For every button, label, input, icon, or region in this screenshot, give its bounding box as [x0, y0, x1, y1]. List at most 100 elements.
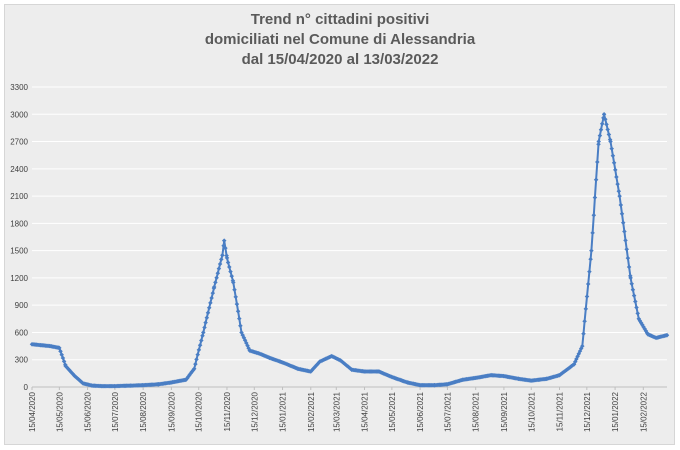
data-point [590, 230, 595, 236]
data-point [631, 293, 637, 298]
data-point [58, 349, 63, 354]
data-point [611, 160, 617, 166]
data-point [619, 211, 625, 217]
data-point [213, 280, 218, 285]
data-point [609, 146, 614, 151]
y-tick-label: 300 [15, 356, 29, 365]
data-point [589, 248, 594, 253]
data-point [593, 177, 599, 182]
y-tick-label: 3300 [10, 83, 28, 92]
data-point [581, 331, 586, 336]
x-tick-label: 15/12/2020 [250, 391, 259, 432]
data-point [615, 181, 620, 187]
data-point [630, 287, 636, 292]
series-layer [29, 112, 670, 389]
data-point [215, 270, 221, 276]
data-point [193, 361, 198, 367]
data-point [604, 122, 609, 127]
x-tick-label: 15/09/2020 [167, 391, 176, 432]
y-tick-label: 900 [15, 301, 29, 310]
x-tick-label: 15/01/2022 [611, 391, 620, 432]
data-point [634, 305, 639, 310]
data-point [209, 295, 214, 301]
data-point [625, 255, 631, 261]
data-point [210, 290, 216, 296]
data-point [214, 275, 219, 281]
data-point [234, 301, 240, 307]
x-tick-label: 15/01/2021 [279, 391, 288, 432]
data-point [618, 202, 624, 208]
data-point [628, 275, 633, 281]
axes [31, 386, 667, 390]
tick-labels: 0 300 600 900 1200 1500 1800 2100 2400 2700 3000 33… [10, 83, 648, 432]
data-point [228, 269, 233, 274]
data-point [585, 281, 591, 287]
data-point [596, 139, 601, 144]
y-tick-label: 2100 [10, 192, 28, 201]
y-tick-label: 0 [24, 383, 29, 392]
data-point [237, 316, 242, 321]
data-point [582, 319, 587, 324]
x-tick-label: 15/06/2020 [84, 391, 93, 432]
x-tick-label: 15/11/2021 [555, 391, 564, 431]
data-point [617, 193, 622, 199]
data-point [605, 127, 610, 132]
y-tick-label: 600 [15, 328, 29, 337]
chart-title-line-2: domiciliati nel Comune di Alessandria [204, 31, 476, 48]
x-tick-label: 15/09/2021 [500, 391, 509, 432]
data-point [623, 238, 628, 243]
data-point [194, 357, 199, 362]
x-tick-label: 15/05/2021 [388, 391, 397, 432]
data-point [583, 306, 589, 312]
data-point [633, 299, 638, 304]
data-point [202, 325, 207, 330]
data-point [629, 281, 634, 287]
x-tick-label: 15/02/2021 [307, 391, 316, 432]
data-point [591, 212, 597, 218]
data-point [595, 159, 600, 165]
data-point [610, 153, 616, 158]
data-point [221, 238, 227, 243]
data-point [201, 330, 206, 335]
y-tick-label: 3000 [10, 110, 28, 119]
chart-title: Trend n° cittadini positivi domiciliati … [0, 10, 680, 70]
data-point [224, 255, 230, 261]
data-point [616, 188, 622, 194]
y-tick-label: 1800 [10, 219, 28, 228]
data-point [620, 220, 626, 225]
y-tick-label: 2700 [10, 138, 28, 147]
y-tick-label: 2400 [10, 165, 28, 174]
data-point [235, 309, 241, 314]
data-point [599, 121, 605, 127]
data-point [580, 343, 585, 349]
data-point [197, 342, 203, 348]
data-point [626, 264, 632, 270]
data-point [598, 127, 604, 132]
x-tick-label: 15/08/2021 [472, 391, 481, 432]
data-point [232, 287, 237, 292]
data-point [664, 332, 670, 338]
x-tick-label: 15/06/2021 [416, 391, 425, 432]
data-point [587, 269, 592, 274]
data-point [225, 260, 231, 265]
chart-title-line-1: Trend n° cittadini positivi [250, 11, 430, 28]
data-point [227, 264, 232, 270]
data-point [200, 333, 205, 338]
data-point [606, 132, 612, 137]
x-tick-label: 15/11/2020 [223, 391, 232, 431]
y-tick-label: 1200 [10, 274, 28, 283]
x-tick-label: 15/04/2021 [361, 391, 370, 432]
data-point [622, 229, 627, 234]
data-point [635, 311, 640, 316]
y-tick-label: 1500 [10, 247, 28, 256]
x-tick-label: 15/08/2020 [139, 391, 148, 432]
data-point [601, 112, 607, 117]
data-point [231, 280, 236, 285]
data-point [597, 133, 603, 138]
x-tick-label: 15/07/2021 [443, 391, 452, 432]
x-tick-label: 15/04/2020 [28, 391, 37, 432]
data-point [208, 300, 213, 306]
data-point [614, 174, 619, 180]
data-point [195, 352, 200, 357]
